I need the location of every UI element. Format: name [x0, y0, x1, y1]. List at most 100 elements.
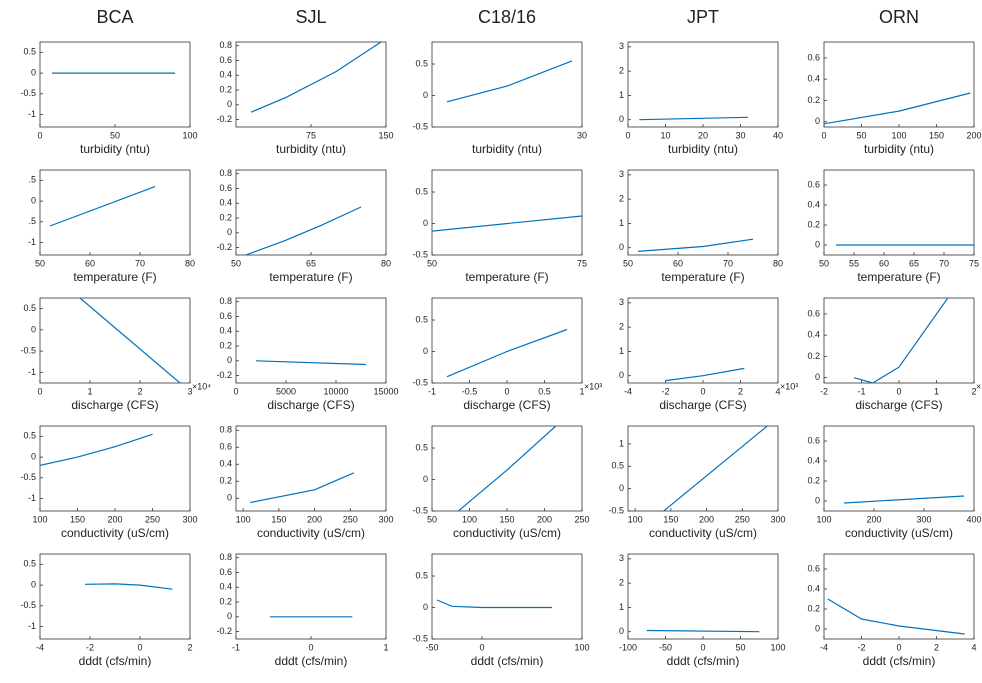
x-tick-label: 70	[723, 258, 733, 268]
x-tick-label: 10000	[323, 386, 348, 396]
x-tick-label: 1	[934, 386, 939, 396]
plot-frame	[39, 41, 191, 128]
plot-frame	[235, 169, 387, 256]
y-tick-label: 0.5	[23, 559, 36, 569]
x-tick-label: 250	[735, 514, 750, 524]
x-tick-label: -1	[857, 386, 865, 396]
x-tick-label: 150	[378, 130, 393, 140]
y-tick-label: 0.2	[807, 603, 820, 613]
plot-frame	[235, 553, 387, 640]
y-tick-label: 0.8	[219, 168, 232, 178]
x-tick-label: 150	[663, 514, 678, 524]
y-tick-label: 0.6	[807, 435, 820, 445]
y-tick-label: 0.2	[219, 84, 232, 94]
x-tick-label: 50	[856, 130, 866, 140]
y-tick-label: 0.6	[219, 55, 232, 65]
y-tick-label: 0.4	[807, 455, 820, 465]
x-tick-label: 1	[87, 386, 92, 396]
y-tick-label: 0	[815, 623, 820, 633]
x-tick-label: 10	[660, 130, 670, 140]
x-tick-label: -4	[624, 386, 632, 396]
x-tick-label: 0	[233, 386, 238, 396]
data-line	[446, 60, 573, 103]
x-tick-label: 60	[879, 258, 889, 268]
x-tick-label: 70	[939, 258, 949, 268]
y-tick-label: -0.5	[20, 346, 36, 356]
x-tick-label: 0	[37, 130, 42, 140]
column-title: BCA	[96, 7, 133, 27]
y-tick-label: 0.2	[219, 476, 232, 486]
plot-frame	[627, 297, 779, 384]
y-tick-label: 2	[619, 322, 624, 332]
x-tick-label: -1	[428, 386, 436, 396]
plot-frame	[823, 169, 975, 256]
y-tick-label: 0	[423, 602, 428, 612]
x-tick-label: -4	[36, 642, 44, 652]
y-tick-label: 0	[815, 116, 820, 126]
y-tick-label: -1	[28, 621, 36, 631]
data-line	[639, 116, 749, 121]
x-tick-label: 200	[107, 514, 122, 524]
y-tick-label: 0.5	[415, 186, 428, 196]
x-axis-label: dddt (cfs/min)	[471, 654, 544, 668]
x-axis-label: conductivity (uS/cm)	[845, 526, 953, 540]
x-tick-label: 300	[916, 514, 931, 524]
x-axis-label: temperature (F)	[857, 270, 940, 284]
y-tick-label: 0.6	[807, 179, 820, 189]
y-tick-label: -0.5	[20, 600, 36, 610]
y-tick-label: -0.5	[20, 88, 36, 98]
data-line	[250, 472, 355, 504]
x-tick-label: 100	[32, 514, 47, 524]
plot-frame	[39, 297, 191, 384]
x-tick-label: 0	[700, 642, 705, 652]
y-tick-label: 0.6	[807, 563, 820, 573]
y-tick-label: 0.4	[807, 74, 820, 84]
x-tick-label: 100	[628, 514, 643, 524]
x-tick-label: 2	[971, 386, 976, 396]
x-tick-label: 2	[137, 386, 142, 396]
x-tick-label: 300	[378, 514, 393, 524]
x-axis-label: conductivity (uS/cm)	[453, 526, 561, 540]
x-tick-label: 0	[137, 642, 142, 652]
x-tick-label: 50	[231, 258, 241, 268]
x-tick-label: -2	[661, 386, 669, 396]
x-axis-label: discharge (CFS)	[463, 398, 550, 412]
data-line	[637, 238, 754, 252]
x-tick-label: 1	[383, 642, 388, 652]
x-axis-label: discharge (CFS)	[267, 398, 354, 412]
plot-frame	[39, 553, 191, 640]
y-tick-label: 0.5	[415, 58, 428, 68]
data-line	[457, 426, 557, 511]
x-tick-label: -2	[86, 642, 94, 652]
data-line	[853, 298, 949, 383]
x-tick-label: 70	[135, 258, 145, 268]
x-tick-label: 80	[381, 258, 391, 268]
y-tick-label: 0.2	[219, 212, 232, 222]
x-axis-label: conductivity (uS/cm)	[649, 526, 757, 540]
x-tick-label: 60	[673, 258, 683, 268]
column-title: JPT	[687, 7, 719, 27]
y-tick-label: 0.5	[415, 442, 428, 452]
x-tick-label: 65	[306, 258, 316, 268]
y-tick-label: -0.5	[412, 505, 428, 515]
y-tick-label: 1	[619, 346, 624, 356]
x-axis-label: turbidity (ntu)	[80, 142, 150, 156]
x-tick-label: 100	[770, 642, 785, 652]
x-tick-label: 150	[271, 514, 286, 524]
x-tick-label: 1	[579, 386, 584, 396]
x-axis-label: temperature (F)	[661, 270, 744, 284]
plot-frame	[235, 425, 387, 512]
y-tick-label: 0.5	[611, 461, 624, 471]
x-tick-label: -2	[820, 386, 828, 396]
x-tick-label: 100	[574, 642, 589, 652]
y-tick-label: 0.8	[219, 40, 232, 50]
y-tick-label: 1	[619, 90, 624, 100]
y-tick-label: 2	[619, 578, 624, 588]
y-tick-label: 0.8	[219, 425, 232, 435]
y-tick-label: 0.5	[415, 314, 428, 324]
y-tick-label: 0	[619, 483, 624, 493]
y-tick-label: -0.2	[216, 626, 232, 636]
plot-frame	[627, 41, 779, 128]
x-tick-label: 3	[187, 386, 192, 396]
y-tick-label: 0	[31, 579, 36, 589]
